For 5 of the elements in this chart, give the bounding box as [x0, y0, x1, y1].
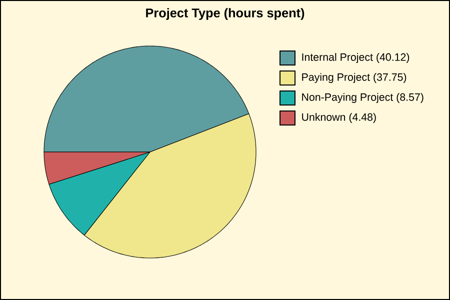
- legend-label: Paying Project (37.75): [302, 73, 406, 83]
- legend-label: Non-Paying Project (8.57): [302, 93, 424, 103]
- legend-label: Unknown (4.48): [302, 113, 376, 123]
- legend-label: Internal Project (40.12): [302, 53, 410, 63]
- chart-title: Project Type (hours spent): [146, 8, 304, 20]
